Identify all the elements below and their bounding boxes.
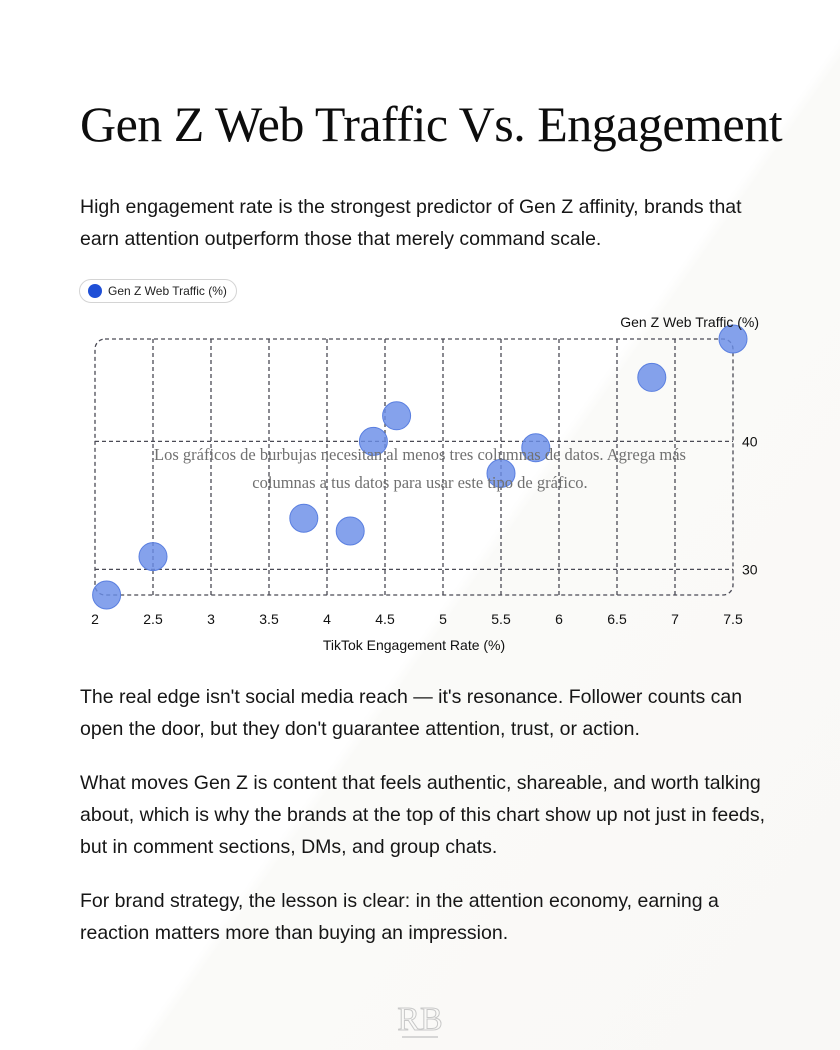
data-point (335, 516, 365, 546)
body-paragraph-2: What moves Gen Z is content that feels a… (80, 772, 766, 858)
intro-paragraph: High engagement rate is the strongest pr… (80, 196, 742, 250)
chart-ticks: 2 2.5 3 3.5 4 4.5 5 5.5 6 6.5 7 7.5 30 40 (91, 433, 758, 627)
body-paragraph-1: The real edge isn't social media reach —… (80, 686, 743, 740)
x-tick-label: 4.5 (375, 611, 395, 627)
data-point (521, 433, 551, 463)
x-tick-label: 6 (555, 611, 563, 627)
x-tick-label: 2 (91, 611, 99, 627)
legend-dot-icon (88, 284, 102, 298)
bubble-chart: 2 2.5 3 3.5 4 4.5 5 5.5 6 6.5 7 7.5 30 40 Gen Z Web T… (91, 314, 759, 653)
legend-label: Gen Z Web Traffic (%) (108, 284, 227, 298)
chart-legend[interactable]: Gen Z Web Traffic (%) (79, 279, 237, 303)
x-axis-title: TikTok Engagement Rate (%) (323, 637, 505, 653)
x-tick-label: 5.5 (491, 611, 511, 627)
brand-logo: RB (397, 1001, 443, 1039)
x-tick-label: 2.5 (143, 611, 163, 627)
data-point (289, 503, 319, 533)
chart-grid (94, 338, 734, 596)
x-tick-label: 3 (207, 611, 215, 627)
data-point (718, 324, 748, 354)
page-title: Gen Z Web Traffic Vs. Engagement (80, 96, 783, 152)
x-tick-label: 4 (323, 611, 331, 627)
x-tick-label: 5 (439, 611, 447, 627)
logo-underline (402, 1036, 438, 1038)
chart-overlay-message-line-2: columnas a tus datos para usar este tipo… (252, 473, 587, 492)
data-point (92, 580, 122, 610)
logo-monogram: RB (397, 1001, 442, 1038)
y-tick-label: 30 (742, 561, 758, 577)
data-point (486, 458, 516, 488)
data-point (637, 362, 667, 392)
y-tick-label: 40 (742, 433, 758, 449)
data-point (358, 426, 388, 456)
chart-points (92, 324, 748, 610)
chart-overlay-message-line-1: Los gráficos de burbujas necesitan al me… (154, 445, 686, 464)
y-axis-title: Gen Z Web Traffic (%) (620, 314, 759, 330)
x-tick-label: 7 (671, 611, 679, 627)
data-point (138, 542, 168, 572)
body-paragraph-3: For brand strategy, the lesson is clear:… (80, 890, 719, 944)
x-tick-label: 3.5 (259, 611, 279, 627)
data-point (382, 401, 412, 431)
x-tick-label: 7.5 (723, 611, 743, 627)
plot-frame (94, 338, 734, 596)
x-tick-label: 6.5 (607, 611, 627, 627)
